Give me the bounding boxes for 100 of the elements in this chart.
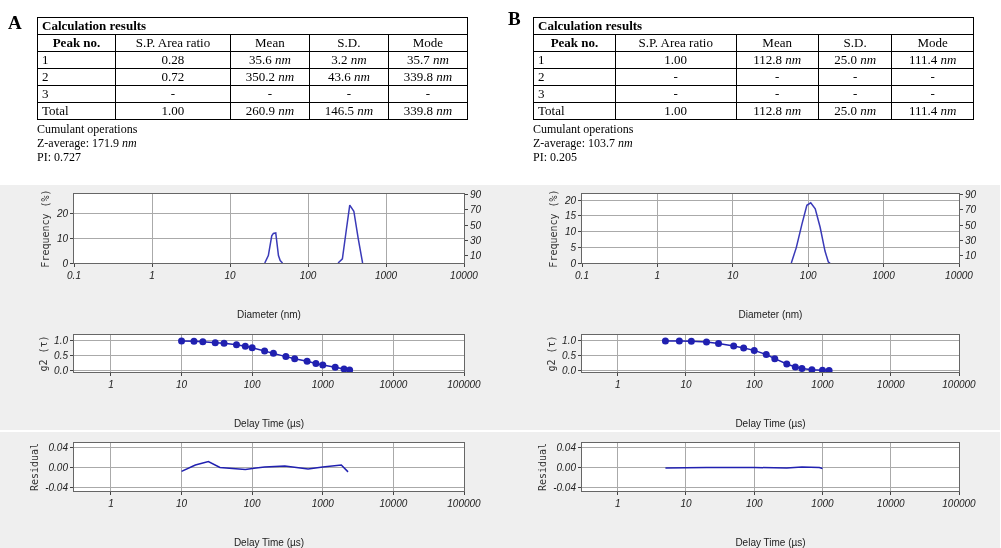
text: 111.4 nm <box>908 52 957 67</box>
text: 0.28 <box>161 52 185 67</box>
text: 1.00 <box>664 103 688 118</box>
text: - <box>852 86 858 101</box>
y2-tick-label: 30 <box>470 234 482 246</box>
category-label: 1 <box>538 52 545 67</box>
y-tick-label: 20 <box>55 208 69 220</box>
text: PI: 0.205 <box>533 150 578 164</box>
category-label: 3 <box>538 86 545 101</box>
point <box>199 338 207 346</box>
x-tick-label: 1 <box>149 270 155 281</box>
x-tick-label: 10 <box>680 498 692 509</box>
x-tick-label: 1000 <box>311 498 335 509</box>
y-tick-label: 0.04 <box>556 442 577 454</box>
point <box>331 363 339 371</box>
text: Z-average: 171.9 nm <box>37 136 138 150</box>
text: 3.2 nm <box>331 52 367 67</box>
text: 25.0 nm <box>834 103 877 118</box>
x-tick-label: 100 <box>243 379 261 390</box>
text: Calculation results <box>533 17 974 35</box>
x-tick-label: 10 <box>175 498 188 509</box>
text: - <box>673 86 678 101</box>
point <box>211 339 219 347</box>
y-tick-label: 0 <box>62 257 69 269</box>
x-tick-label: 100 <box>299 270 317 281</box>
x-tick-label: 1000 <box>811 498 835 509</box>
y-tick-label: 5 <box>570 241 577 253</box>
y2-tick-label: 10 <box>470 249 482 261</box>
y-axis-title: g2 (τ) <box>38 335 50 372</box>
x-tick-label: 1 <box>654 270 661 281</box>
text: - <box>774 86 780 101</box>
x-axis-title: Diameter (nm) <box>738 308 803 320</box>
category-label: S.P. Area ratio <box>115 34 231 52</box>
x-tick-label: 10000 <box>876 379 906 390</box>
point <box>282 353 290 361</box>
text: 0.72 <box>161 69 185 84</box>
text: A <box>8 12 22 34</box>
x-tick-label: 10000 <box>379 379 408 390</box>
x-tick-label: 100000 <box>447 498 482 509</box>
text: 1.00 <box>664 52 688 67</box>
y2-tick-label: 50 <box>470 219 482 231</box>
text: 260.9 nm <box>245 103 295 118</box>
x-axis-title: Delay Time (µs) <box>735 417 806 429</box>
text: - <box>930 86 935 101</box>
text: 146.5 nm <box>324 103 374 118</box>
y-tick-label: -0.04 <box>553 481 577 493</box>
category-label: S.D. <box>309 34 389 52</box>
y-tick-label: -0.04 <box>45 481 69 493</box>
y2-tick-label: 90 <box>470 189 482 201</box>
text: - <box>267 86 273 101</box>
y2-tick-label: 50 <box>965 219 977 231</box>
point <box>261 347 269 355</box>
x-tick-label: 100 <box>745 498 763 509</box>
text: 112.8 nm <box>753 103 802 118</box>
x-tick-label: 1000 <box>311 379 335 390</box>
text: - <box>774 69 780 84</box>
y-axis-title: g2 (τ) <box>546 335 558 372</box>
x-tick-label: 1 <box>614 379 621 390</box>
text: 1.00 <box>161 103 185 118</box>
category-label: Peak no. <box>37 34 116 52</box>
text: 112.8 nm <box>753 52 802 67</box>
category-label: 3 <box>42 86 49 101</box>
text: - <box>852 69 858 84</box>
text: 25.0 nm <box>834 52 877 67</box>
y2-tick-label: 30 <box>965 234 977 246</box>
category-label: Total <box>42 103 69 118</box>
text: - <box>673 69 678 84</box>
x-tick-label: 0.1 <box>575 270 589 281</box>
x-tick-label: 100 <box>243 498 261 509</box>
point <box>312 359 320 367</box>
point <box>241 342 249 350</box>
x-tick-label: 10 <box>224 270 236 281</box>
category-label: Mean <box>230 34 310 52</box>
x-axis-title: Delay Time (µs) <box>233 417 305 429</box>
y-tick-label: 0.04 <box>48 442 69 454</box>
x-tick-label: 10000 <box>450 270 479 281</box>
x-tick-label: 10000 <box>945 270 974 281</box>
text: Cumulant operations <box>533 122 635 136</box>
x-tick-label: 100 <box>799 270 817 281</box>
text: 339.8 nm <box>403 103 453 118</box>
x-tick-label: 10000 <box>379 498 408 509</box>
text: Cumulant operations <box>37 122 139 136</box>
x-tick-label: 1 <box>614 498 621 509</box>
y-axis-title: Residual <box>29 442 41 492</box>
text: Calculation results <box>37 17 468 35</box>
y-tick-label: 15 <box>564 210 577 222</box>
category-label: Mode <box>388 34 468 52</box>
y-axis-title: Frequency (%) <box>547 189 559 268</box>
x-tick-label: 10 <box>727 270 739 281</box>
text: 43.6 nm <box>327 69 370 84</box>
text: 111.4 nm <box>908 103 957 118</box>
x-tick-label: 100000 <box>942 498 977 509</box>
x-axis-title: Delay Time (µs) <box>233 536 305 548</box>
point <box>269 349 277 357</box>
x-tick-label: 10 <box>175 379 188 390</box>
y-tick-label: 0.0 <box>562 365 577 377</box>
y-axis-title: Frequency (%) <box>39 189 51 268</box>
y-tick-label: 0 <box>570 257 577 269</box>
text: - <box>170 86 176 101</box>
text: 339.8 nm <box>403 69 453 84</box>
